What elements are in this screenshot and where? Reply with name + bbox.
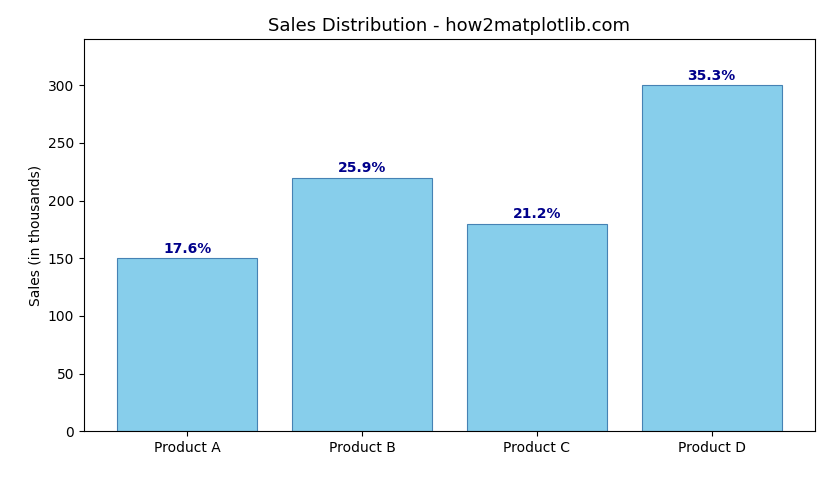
- Bar: [642, 85, 781, 431]
- Bar: [292, 177, 432, 431]
- Bar: [118, 258, 257, 431]
- Text: 35.3%: 35.3%: [687, 69, 736, 83]
- Text: 17.6%: 17.6%: [163, 242, 212, 256]
- Text: 25.9%: 25.9%: [338, 161, 386, 175]
- Bar: [467, 223, 606, 431]
- Title: Sales Distribution - how2matplotlib.com: Sales Distribution - how2matplotlib.com: [269, 17, 630, 35]
- Y-axis label: Sales (in thousands): Sales (in thousands): [29, 165, 42, 306]
- Text: 21.2%: 21.2%: [512, 207, 561, 221]
